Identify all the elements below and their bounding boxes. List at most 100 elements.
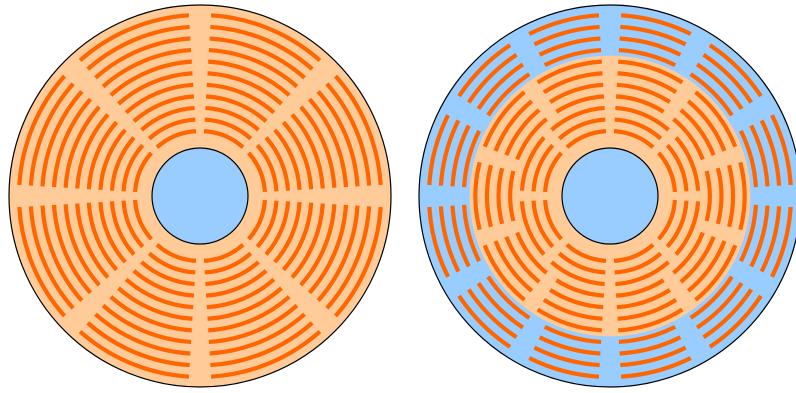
sector — [708, 294, 763, 349]
sector — [208, 59, 291, 97]
sector — [738, 161, 747, 231]
sector — [333, 206, 383, 318]
sector — [619, 36, 682, 57]
sector — [210, 329, 322, 379]
sector — [207, 286, 283, 321]
sector — [140, 105, 195, 132]
sector — [210, 13, 322, 63]
sector — [98, 201, 127, 264]
sector — [543, 324, 602, 345]
sector — [461, 129, 482, 188]
sector — [533, 345, 600, 368]
sector — [247, 199, 267, 241]
sector — [616, 82, 671, 104]
sector — [204, 117, 253, 141]
sector — [738, 129, 759, 188]
sector — [549, 288, 604, 310]
sector — [264, 201, 291, 256]
hub — [561, 147, 659, 245]
sector — [476, 281, 525, 330]
sector — [210, 24, 314, 71]
sector — [473, 161, 482, 231]
sector — [133, 151, 153, 193]
sector — [557, 117, 606, 141]
sector — [438, 119, 461, 186]
sector — [28, 82, 75, 186]
sector — [679, 236, 716, 284]
sector — [531, 143, 555, 192]
sector — [316, 205, 360, 302]
sector — [727, 164, 736, 228]
sector — [617, 297, 678, 321]
sector — [482, 244, 526, 302]
sector — [205, 260, 260, 287]
sector — [528, 356, 600, 379]
sector — [770, 206, 793, 278]
sector — [117, 71, 193, 106]
sector — [40, 90, 84, 187]
sector — [665, 143, 689, 192]
sector — [543, 151, 563, 193]
sector — [255, 200, 279, 249]
sector — [86, 24, 190, 71]
sector — [519, 136, 546, 191]
sector — [493, 99, 534, 152]
sector — [17, 74, 67, 186]
sector — [618, 47, 677, 68]
sector — [542, 297, 603, 321]
sector — [208, 47, 299, 89]
sector — [124, 82, 194, 115]
sector — [486, 275, 531, 320]
sector — [155, 129, 197, 149]
sector — [75, 203, 110, 279]
sector — [759, 206, 782, 273]
hub — [151, 147, 249, 245]
sector — [515, 117, 548, 161]
sector — [78, 329, 190, 379]
sector — [708, 43, 763, 98]
sector — [98, 128, 127, 191]
sector — [124, 277, 194, 310]
sector — [206, 277, 276, 310]
sector — [695, 281, 744, 330]
sector — [615, 260, 670, 287]
sector — [549, 82, 604, 104]
sector — [620, 356, 692, 379]
sector — [457, 43, 512, 98]
sector — [299, 105, 337, 188]
sector — [686, 99, 727, 152]
sector — [533, 24, 600, 47]
sector — [51, 97, 93, 188]
sector — [528, 13, 600, 36]
sector — [307, 97, 349, 188]
sector — [515, 231, 548, 275]
sector — [94, 36, 191, 80]
sector — [316, 90, 360, 187]
sector — [147, 251, 196, 275]
sector — [493, 240, 534, 293]
sector — [749, 124, 770, 187]
sector — [614, 117, 663, 141]
sector — [557, 251, 606, 275]
sector — [273, 128, 302, 191]
sector — [457, 294, 512, 349]
sector — [615, 94, 665, 114]
sector — [207, 71, 283, 106]
sector — [620, 13, 692, 36]
sector — [273, 201, 302, 264]
sector — [770, 114, 793, 186]
sector — [531, 200, 555, 249]
sector — [618, 307, 684, 333]
sector — [657, 199, 677, 241]
sector — [486, 72, 531, 117]
sector — [536, 59, 602, 85]
sector — [694, 90, 738, 148]
sector — [140, 260, 195, 287]
sector — [209, 312, 306, 356]
sector — [538, 36, 601, 57]
sector — [109, 201, 136, 256]
sector — [121, 143, 145, 192]
sector — [543, 199, 563, 241]
sector — [555, 278, 605, 298]
sector — [672, 231, 705, 275]
